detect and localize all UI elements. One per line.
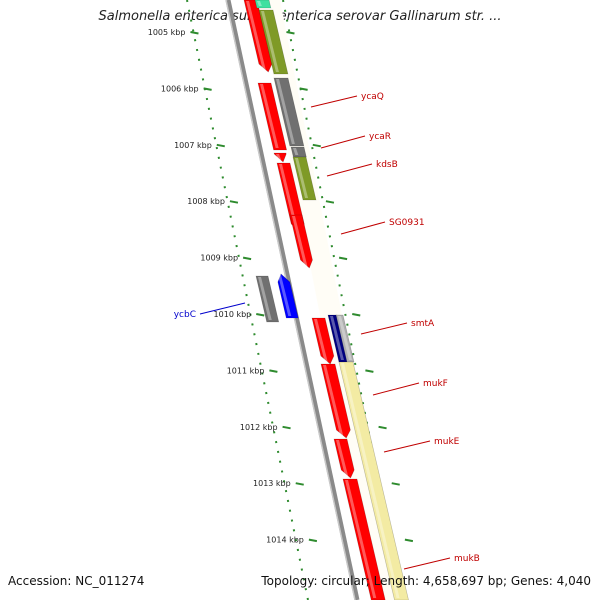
- scale-label: 1014 kbp: [266, 536, 304, 545]
- scale-tick: [256, 313, 265, 317]
- gene-leader-line: [340, 221, 386, 235]
- scale-tick: [365, 369, 374, 373]
- scale-tick: [325, 200, 335, 204]
- scale-dotted-line: [282, 0, 403, 600]
- gene-leader-line: [372, 382, 420, 396]
- gene-block: [273, 77, 305, 147]
- genome-title: Salmonella enterica subsp. enterica sero…: [98, 9, 502, 24]
- gene-label-mukb: mukB: [454, 554, 480, 564]
- gene-block-shine: [279, 164, 299, 230]
- gene-block: [254, 0, 272, 9]
- gene-leader-line: [403, 557, 451, 570]
- scale-tick: [282, 425, 291, 430]
- gene-label-ycaq: ycaQ: [361, 92, 384, 102]
- scale-tick: [190, 31, 199, 35]
- gene-leader-line: [326, 163, 373, 177]
- gene-block-shine: [336, 440, 349, 476]
- scale-tick: [378, 425, 387, 430]
- gene-block-shine: [323, 365, 344, 436]
- gene-block: [289, 214, 313, 269]
- accession-text: Accession: NC_011274: [8, 574, 145, 588]
- scale-tick: [312, 143, 321, 148]
- gene-block-shine: [258, 277, 272, 320]
- scale-tick: [404, 538, 414, 543]
- gene-block-shine: [257, 1, 262, 6]
- gene-block: [292, 156, 317, 201]
- scale-label: 1011 kbp: [227, 366, 265, 375]
- scale-tick: [338, 256, 348, 261]
- gene-block: [333, 438, 355, 479]
- scale-tick: [269, 369, 278, 373]
- gene-block: [311, 317, 335, 365]
- scale-label: 1007 kbp: [174, 141, 212, 150]
- gene-leader-line: [383, 440, 431, 453]
- gene-label-ycar: ycaR: [369, 132, 391, 142]
- scale-tick: [216, 143, 225, 148]
- gene-block-shine: [341, 363, 400, 598]
- gene-leader-line: [320, 135, 366, 149]
- scale-label: 1010 kbp: [214, 310, 252, 319]
- scale-label: 1008 kbp: [187, 197, 225, 206]
- gene-block-shine: [276, 79, 295, 144]
- gene-block: [342, 478, 386, 600]
- gene-block-shine: [345, 480, 377, 598]
- genome-summary-text: Topology: circular; Length: 4,658,697 bp…: [261, 574, 591, 588]
- gene-block-shine: [292, 216, 308, 266]
- gene-block: [338, 361, 409, 600]
- gene-label-smta: smtA: [411, 319, 435, 329]
- gene-block: [273, 152, 287, 163]
- scale-tick: [203, 87, 212, 91]
- gene-block: [243, 0, 273, 73]
- gene-block-shine: [261, 11, 279, 72]
- gene-leader-line: [360, 322, 408, 335]
- scale-tick: [299, 87, 308, 91]
- scale-tick: [229, 200, 239, 204]
- gene-block: [258, 9, 289, 75]
- gene-block: [255, 275, 280, 323]
- gene-block-shine: [278, 275, 292, 316]
- scale-tick: [391, 482, 400, 486]
- gene-block-shine: [246, 1, 266, 70]
- gene-block: [277, 273, 299, 319]
- scale-dotted-line: [186, 0, 309, 600]
- scale-label: 1009 kbp: [200, 254, 238, 263]
- gene-block: [335, 314, 355, 363]
- scale-tick: [242, 256, 252, 261]
- gene-label-kdsb: kdsB: [376, 160, 398, 170]
- gene-block: [257, 82, 288, 151]
- scale-tick: [352, 313, 361, 317]
- scale-label: 1012 kbp: [240, 423, 278, 432]
- gene-label-sg0931: SG0931: [389, 218, 425, 228]
- scale-label: 1005 kbp: [148, 28, 186, 37]
- scale-tick: [286, 31, 295, 35]
- gene-block-shine: [293, 148, 299, 155]
- scale-tick: [308, 538, 318, 543]
- gene-label-muke: mukE: [434, 437, 460, 447]
- scale-label: 1013 kbp: [253, 479, 291, 488]
- scale-tick: [295, 482, 304, 486]
- gene-block: [320, 363, 351, 439]
- gene-block-shine: [330, 316, 344, 360]
- gene-leader-line: [310, 95, 358, 108]
- gene-leader-line: [199, 302, 246, 315]
- gene-block: [290, 146, 307, 158]
- gene-block-shine: [295, 158, 309, 198]
- gene-block-shine: [276, 154, 282, 160]
- gene-label-ycbc: ycbC: [174, 310, 196, 320]
- gene-block-shine: [260, 84, 279, 148]
- gene-block-shine: [338, 316, 352, 360]
- scale-label: 1006 kbp: [161, 84, 199, 93]
- gene-label-mukf: mukF: [423, 379, 448, 389]
- gene-block-shine: [314, 319, 328, 362]
